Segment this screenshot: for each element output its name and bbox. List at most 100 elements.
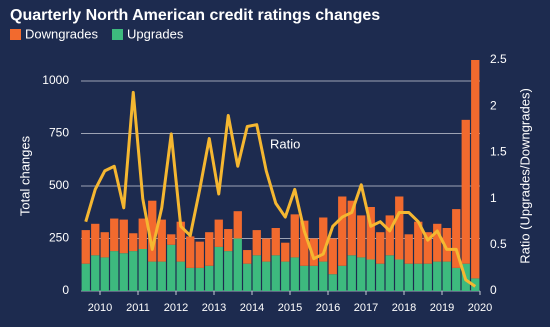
bar-segment (100, 257, 109, 291)
bar-segment (290, 214, 299, 258)
bar-segment (186, 267, 195, 291)
bar-segment (366, 259, 375, 291)
ratio-line (84, 90, 477, 288)
bar-segment (167, 244, 176, 291)
x-tick-label: 2012 (164, 302, 188, 314)
bar-segment (385, 255, 394, 291)
bar-segment (442, 261, 451, 291)
bar-segment (319, 217, 328, 262)
bar-segment (357, 257, 366, 291)
bar-segment (281, 242, 290, 262)
y-tick-label: 750 (49, 126, 69, 140)
bar-segment (300, 265, 309, 291)
bar-segment (433, 223, 442, 262)
y-tick-label: 0 (62, 283, 69, 297)
bar-segment (148, 261, 157, 291)
bar-segment (414, 263, 423, 291)
x-tick-label: 2010 (88, 302, 112, 314)
bar-segment (138, 249, 147, 291)
bar-segment (414, 221, 423, 264)
bar-segment (395, 259, 404, 291)
y2-tick-label: 2.5 (490, 52, 507, 66)
bar-segment (290, 257, 299, 291)
bar-segment (385, 215, 394, 256)
bar-segment (252, 255, 261, 291)
bar-segment (157, 219, 166, 262)
legend-label: Upgrades (127, 26, 184, 41)
bar-segment (110, 218, 119, 252)
y2-tick-label: 2 (490, 98, 497, 112)
bar-segment (195, 267, 204, 291)
bar-segment (347, 255, 356, 291)
bar-segment (81, 230, 90, 264)
bar-segment (309, 265, 318, 291)
bar-segment (357, 215, 366, 258)
x-tick-label: 2011 (126, 302, 150, 314)
y-tick-label: 500 (49, 178, 69, 192)
bar-segment (157, 261, 166, 291)
bar-segment (243, 263, 252, 291)
bar-segment (319, 261, 328, 291)
bar-segment (100, 232, 109, 258)
x-tick-label: 2020 (468, 302, 492, 314)
bar-segment (338, 265, 347, 291)
y2-axis-title: Ratio (Upgrades/Downgrades) (517, 88, 532, 264)
bar-segment (452, 209, 461, 268)
bar-segment (233, 211, 242, 239)
x-tick-label: 2014 (240, 302, 264, 314)
chart-title: Quarterly North American credit ratings … (10, 7, 380, 24)
bar-segment (129, 251, 138, 291)
y-axis-title: Total changes (17, 135, 32, 216)
x-tick-label: 2013 (202, 302, 226, 314)
bar-segment (452, 267, 461, 291)
x-tick-label: 2017 (354, 302, 378, 314)
bar-segment (224, 229, 233, 252)
bar-segment (205, 232, 214, 266)
bar-segment (129, 233, 138, 252)
bar-segment (252, 230, 261, 256)
bar-segment (423, 263, 432, 291)
legend-swatch (10, 29, 21, 40)
legend-swatch (112, 29, 123, 40)
legend-label: Downgrades (25, 26, 98, 41)
y2-tick-label: 1 (490, 191, 497, 205)
bar-segment (214, 246, 223, 291)
bar-segment (119, 253, 128, 291)
bar-segment (376, 263, 385, 291)
bar-segment (461, 119, 470, 264)
y2-tick-label: 1.5 (490, 145, 507, 159)
bar-segment (91, 223, 100, 256)
y-tick-label: 1000 (42, 73, 69, 87)
bar-segment (205, 265, 214, 291)
bar-segment (328, 274, 337, 291)
bar-segment (376, 232, 385, 264)
bar-segment (224, 251, 233, 291)
bar-segment (262, 238, 271, 262)
bar-segment (433, 261, 442, 291)
bar-segment (110, 251, 119, 291)
bar-segment (404, 234, 413, 264)
bar-segment (186, 236, 195, 268)
y2-tick-label: 0.5 (490, 237, 507, 251)
x-tick-label: 2016 (316, 302, 340, 314)
bar-segment (81, 263, 90, 291)
y2-tick-label: 0 (490, 283, 497, 297)
bar-segment (176, 261, 185, 291)
bar-segment (281, 261, 290, 291)
bar-segment (471, 60, 480, 279)
bar-segment (271, 255, 280, 291)
bar-segment (119, 219, 128, 254)
bar-segment (404, 263, 413, 291)
bar-segment (366, 207, 375, 260)
annotation: Ratio (270, 136, 300, 151)
bar-segment (262, 261, 271, 291)
bar-segment (395, 196, 404, 260)
bar-segment (442, 228, 451, 262)
bar-segment (300, 220, 309, 266)
bar-segment (423, 232, 432, 264)
bar-segment (233, 238, 242, 291)
bar-segment (338, 196, 347, 266)
bar-segment (138, 218, 147, 249)
